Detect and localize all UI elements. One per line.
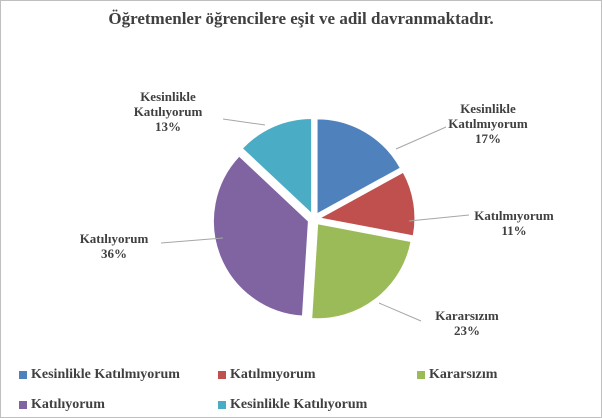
pie-slice: [212, 155, 309, 317]
legend-label: Katılmıyorum: [230, 367, 316, 382]
data-label: Kesinlikle Katılıyorum 13%: [113, 89, 223, 134]
chart-title: Öğretmenler öğrencilere eşit ve adil dav…: [108, 9, 494, 28]
legend-item: Kesinlikle Katılmıyorum: [19, 367, 180, 383]
legend-label: Kararsızım: [429, 367, 498, 382]
label-value: 36%: [101, 246, 127, 261]
legend-item: Katılmıyorum: [218, 367, 316, 383]
legend-label: Kesinlikle Katılmıyorum: [31, 367, 180, 382]
leader-line: [222, 118, 266, 126]
pie-slice: [311, 223, 412, 320]
label-name: Katılıyorum: [79, 231, 149, 246]
legend-item: Kesinlikle Katılıyorum: [218, 397, 367, 413]
legend-swatch: [19, 401, 27, 409]
label-value: 11%: [501, 223, 527, 238]
leader-line: [395, 126, 447, 150]
legend-item: Katılıyorum: [19, 397, 105, 413]
label-name: Kararsızım: [435, 308, 499, 323]
label-value: 23%: [454, 323, 480, 338]
leader-line: [160, 237, 224, 244]
legend-swatch: [19, 371, 27, 379]
label-value: 17%: [475, 130, 501, 146]
leader-line: [408, 214, 470, 222]
legend-label: Kesinlikle Katılıyorum: [230, 397, 368, 412]
data-label: Katılmıyorum 11%: [459, 208, 569, 238]
label-name: Kesinlikle Katılıyorum: [133, 88, 203, 119]
legend-label: Katılıyorum: [31, 397, 105, 412]
legend-swatch: [218, 401, 226, 409]
data-label: Kararsızım 23%: [412, 308, 522, 338]
pie-slice: [316, 118, 401, 215]
label-name: Katılmıyorum: [474, 208, 554, 223]
label-name: Kesinlikle Katılmıyorum: [448, 100, 528, 131]
legend-item: Kararsızım: [417, 367, 497, 383]
legend-swatch: [218, 371, 226, 379]
legend-swatch: [417, 371, 425, 379]
data-label: Katılıyorum 36%: [59, 231, 169, 261]
pie-slice: [241, 117, 313, 215]
label-value: 13%: [155, 118, 181, 134]
leader-line: [378, 302, 422, 322]
pie-slice: [318, 171, 416, 237]
data-label: Kesinlikle Katılmıyorum 17%: [433, 101, 543, 146]
